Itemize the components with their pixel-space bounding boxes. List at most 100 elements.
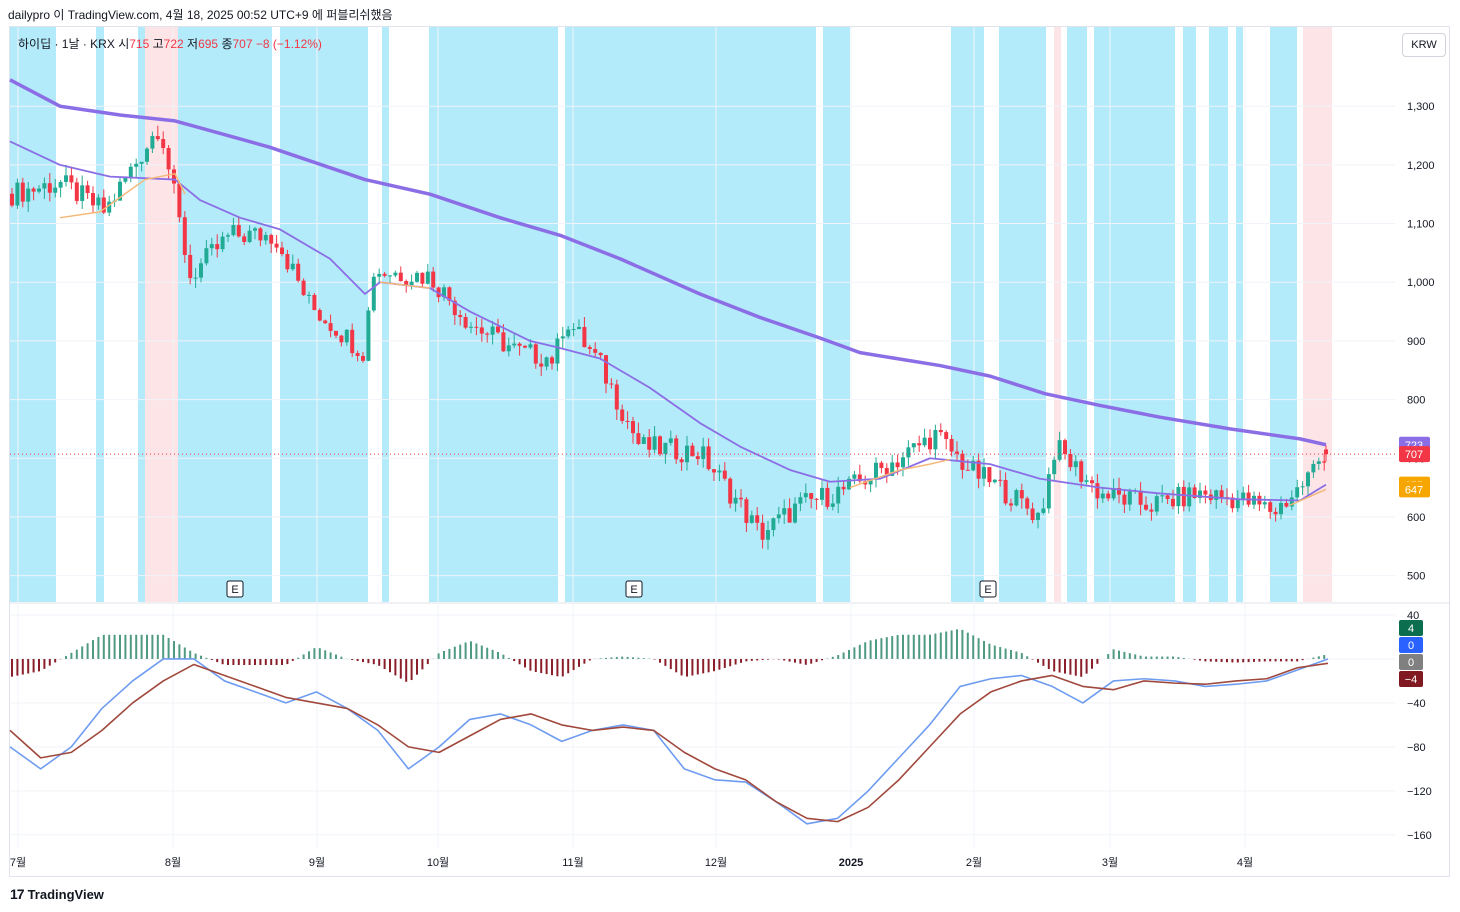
candle xyxy=(663,442,668,464)
cyan-band xyxy=(96,27,104,602)
candle xyxy=(1095,473,1100,509)
footer-brand[interactable]: 17 TradingView xyxy=(10,886,104,902)
candle-body xyxy=(204,248,209,264)
candle xyxy=(1117,477,1121,504)
candle xyxy=(830,494,835,511)
candle-body xyxy=(609,383,614,385)
background-bands xyxy=(10,27,1332,602)
ma-long-line xyxy=(9,78,1327,447)
symbol-name[interactable]: 하이딥 · 1날 · KRX xyxy=(18,37,115,51)
candle xyxy=(933,424,938,460)
candle xyxy=(976,453,981,489)
candle xyxy=(917,435,922,452)
candle-body xyxy=(566,329,571,337)
candle-body xyxy=(307,294,311,296)
candle-body xyxy=(593,348,598,353)
pink-band xyxy=(1054,27,1061,602)
candle xyxy=(1198,482,1202,504)
macd-tick-label: −160 xyxy=(1407,830,1432,842)
candle-body xyxy=(1306,472,1310,487)
candle-body xyxy=(631,421,635,434)
candle xyxy=(177,181,182,223)
candle-body xyxy=(1063,440,1067,454)
candle xyxy=(1219,484,1224,504)
candle-body xyxy=(1079,461,1084,482)
candle-body xyxy=(922,437,927,446)
candle xyxy=(301,278,306,296)
candle-body xyxy=(361,355,365,361)
candle xyxy=(1165,494,1170,505)
candle-body xyxy=(452,300,457,316)
candle-body xyxy=(517,343,522,346)
candle xyxy=(209,237,214,256)
candle xyxy=(452,296,457,325)
candle-body xyxy=(1279,502,1283,515)
candle-body xyxy=(755,515,760,523)
candle xyxy=(96,194,101,210)
macd-histogram xyxy=(11,629,1326,682)
candle xyxy=(431,267,436,292)
candle xyxy=(1068,449,1073,472)
candle-body xyxy=(469,326,473,328)
price-badge: 707 xyxy=(1399,446,1430,463)
candle-body xyxy=(404,281,409,286)
candle xyxy=(820,480,824,506)
candle-body xyxy=(695,456,700,459)
candle xyxy=(852,470,857,485)
candle-body xyxy=(787,508,792,523)
candle-body xyxy=(636,433,641,444)
candle-body xyxy=(917,443,922,446)
candle xyxy=(1100,486,1105,503)
candle-body xyxy=(782,508,787,515)
candle-body xyxy=(528,344,533,348)
candle xyxy=(614,379,619,421)
candle-body xyxy=(928,437,932,450)
candle xyxy=(312,293,317,311)
candle-body xyxy=(166,148,171,170)
candle-body xyxy=(998,479,1003,481)
candle xyxy=(1273,507,1278,522)
candle-body xyxy=(74,182,79,201)
candle xyxy=(350,323,355,357)
candle xyxy=(199,258,203,283)
cyan-band xyxy=(1270,27,1297,602)
candle xyxy=(496,318,500,334)
candle xyxy=(836,476,841,514)
candle-body xyxy=(652,436,657,450)
candle xyxy=(571,322,576,337)
candle xyxy=(458,309,463,326)
currency-button[interactable]: KRW xyxy=(1402,33,1446,57)
candle-body xyxy=(760,522,765,540)
candle-body xyxy=(442,287,446,298)
candle-body xyxy=(344,329,349,343)
candle-body xyxy=(1324,449,1328,455)
candle-body xyxy=(868,479,873,485)
candle xyxy=(1084,474,1089,485)
tradingview-logo-icon: 17 xyxy=(10,886,25,902)
candle xyxy=(280,241,284,257)
candle-body xyxy=(409,281,414,286)
cyan-band xyxy=(178,27,272,602)
candle-body xyxy=(971,460,976,471)
candle xyxy=(317,308,322,322)
candle xyxy=(193,267,198,288)
candle-body xyxy=(1235,499,1240,509)
candle xyxy=(166,145,171,180)
candle-body xyxy=(571,329,576,331)
candle xyxy=(10,187,14,208)
candle-body xyxy=(1144,504,1148,510)
candle xyxy=(803,483,808,503)
candle xyxy=(1003,472,1008,506)
candle xyxy=(258,227,263,247)
candle-body xyxy=(906,447,911,458)
candle-body xyxy=(37,188,41,192)
candle-body xyxy=(377,273,382,277)
candle xyxy=(587,344,592,355)
candle xyxy=(690,442,695,457)
candle-body xyxy=(382,273,387,276)
candle-body xyxy=(134,163,139,167)
candle xyxy=(339,334,344,347)
time-tick-label: 4월 xyxy=(1237,856,1253,869)
candle-body xyxy=(604,355,608,384)
